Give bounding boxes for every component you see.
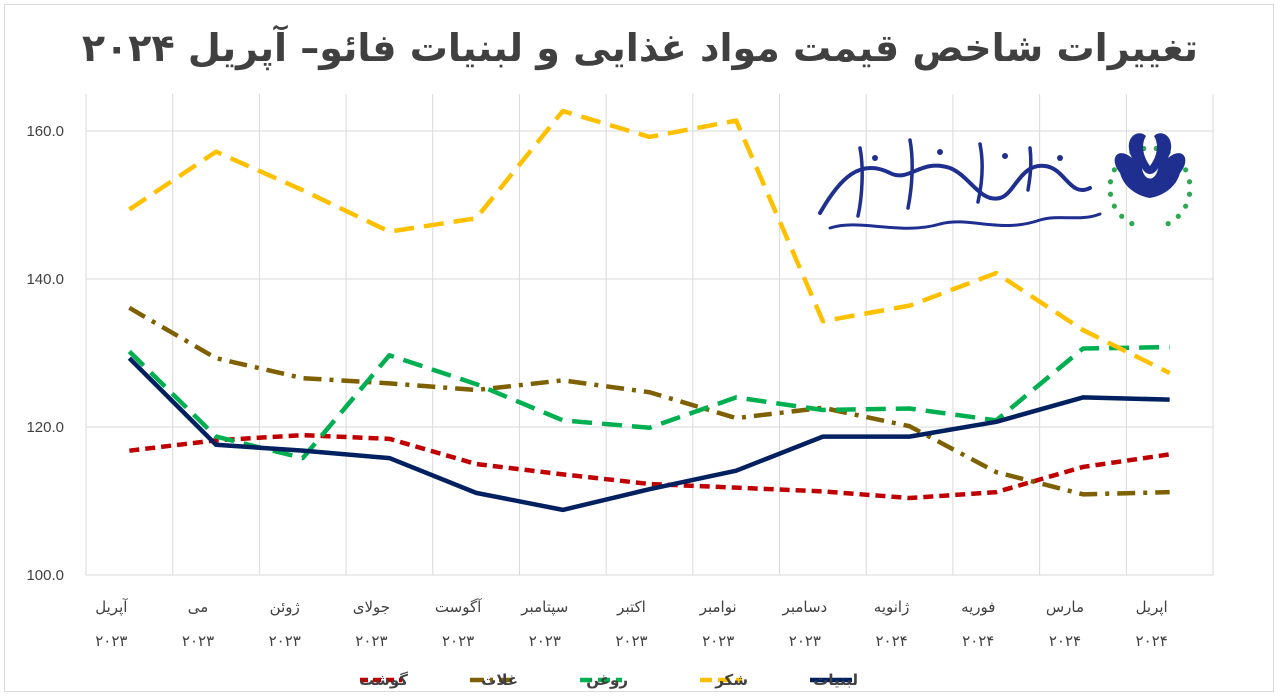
- star-icon: [1183, 167, 1189, 173]
- series-lines: [127, 108, 1171, 513]
- x-tick-label-year: ۲۰۲۳: [269, 632, 301, 650]
- star-icon: [1186, 179, 1193, 185]
- legend-label-2: روغن: [586, 671, 628, 689]
- series-line-0: [129, 432, 1170, 501]
- x-tick-label-year: ۲۰۲۴: [875, 632, 907, 650]
- star-icon: [1119, 213, 1125, 219]
- star-icon: [1183, 203, 1189, 209]
- x-tick-label-month: جولای: [353, 598, 390, 616]
- x-tick-label-month: مارس: [1046, 598, 1084, 616]
- series-line-2: [127, 344, 1170, 461]
- x-tick-label-month: آگوست: [435, 598, 482, 616]
- y-tick-label: 160.0: [26, 123, 64, 140]
- logo-calligraphy: [818, 138, 1102, 230]
- x-tick-label-month: آپریل: [95, 598, 128, 617]
- chart-grid: [85, 94, 1214, 576]
- legend-label-3: شکر: [714, 671, 748, 689]
- chart-frame: [4, 4, 1274, 692]
- series-line-1: [128, 305, 1170, 497]
- legend-label-1: غلات: [481, 671, 518, 689]
- x-tick-label-month: ژوئن: [270, 598, 300, 616]
- y-axis-ticks: 100.0 120.0 140.0 160.0: [26, 123, 64, 584]
- star-icon: [1165, 221, 1171, 227]
- x-tick-label-month: نوامبر: [699, 598, 737, 616]
- x-tick-label-month: فوریه: [961, 598, 995, 616]
- y-tick-label: 140.0: [26, 271, 64, 288]
- x-tick-label-month: اپریل: [1136, 598, 1168, 617]
- legend-label-4: لبنیات: [813, 671, 858, 689]
- x-axis-ticks: آپریل ۲۰۲۳ می ۲۰۲۳ ژوئن ۲۰۲۳ جولای ۲۰۲۳ آگوست ۲۰۲…: [95, 598, 1168, 650]
- star-icon: [1186, 191, 1193, 197]
- star-icon: [1111, 167, 1117, 173]
- x-tick-label-month: سپتامبر: [520, 598, 568, 617]
- x-tick-label-year: ۲۰۲۳: [95, 632, 127, 650]
- x-tick-label-year: ۲۰۲۳: [615, 632, 647, 650]
- x-tick-label-year: ۲۰۲۴: [1136, 632, 1168, 650]
- legend: گوشت غلات روغن شکر لبنیات: [359, 671, 858, 689]
- star-icon: [1107, 191, 1114, 197]
- x-tick-label-year: ۲۰۲۳: [442, 632, 474, 650]
- x-tick-label-year: ۲۰۲۴: [962, 632, 994, 650]
- x-tick-label-year: ۲۰۲۳: [789, 632, 821, 650]
- x-tick-label-month: ژانویه: [874, 598, 910, 616]
- star-icon: [1111, 203, 1117, 209]
- chart-title: تغییرات شاخص قیمت مواد غذایی و لبنیات فا…: [81, 26, 1199, 70]
- series-line-3: [128, 108, 1171, 375]
- x-tick-label-year: ۲۰۲۳: [702, 632, 734, 650]
- y-tick-label: 120.0: [26, 419, 64, 436]
- x-tick-label-year: ۲۰۲۳: [355, 632, 387, 650]
- series-line-4: [127, 356, 1170, 513]
- logo: [818, 133, 1193, 230]
- iran-dairy-association-emblem-icon: [1107, 133, 1193, 227]
- x-tick-label-year: ۲۰۲۳: [529, 632, 561, 650]
- star-icon: [1107, 179, 1114, 185]
- x-tick-label-year: ۲۰۲۴: [1049, 632, 1081, 650]
- star-icon: [1129, 221, 1135, 227]
- x-tick-label-month: اکتبر: [616, 598, 646, 616]
- x-tick-label-year: ۲۰۲۳: [182, 632, 214, 650]
- y-tick-label: 100.0: [26, 567, 64, 584]
- x-tick-label-month: می: [188, 598, 209, 616]
- legend-label-0: گوشت: [359, 671, 408, 689]
- star-icon: [1175, 213, 1181, 219]
- x-tick-label-month: دسامبر: [782, 598, 828, 616]
